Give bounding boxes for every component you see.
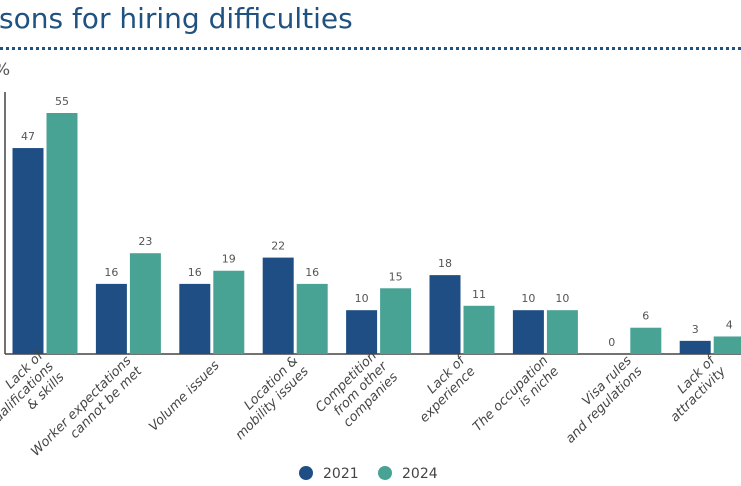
- data-label-2024-1: 23: [138, 235, 152, 248]
- category-label-6: The occupationis niche: [470, 353, 562, 445]
- bar-2024-5: [463, 305, 495, 354]
- bar-2024-4: [380, 288, 412, 354]
- category-label-2: Volume issues: [146, 358, 222, 434]
- data-label-2021-1: 16: [104, 266, 118, 279]
- category-label-7: Visa rulesand regulations: [552, 353, 645, 446]
- bar-2021-8: [679, 340, 711, 354]
- bar-2024-7: [630, 327, 662, 354]
- data-label-2021-2: 16: [188, 266, 202, 279]
- bar-2024-8: [713, 336, 741, 354]
- chart-title: sons for hiring difficulties: [0, 2, 353, 35]
- data-label-2024-5: 11: [472, 288, 486, 301]
- legend-label-2024: 2024: [402, 466, 438, 482]
- bar-2021-0: [12, 148, 44, 354]
- data-label-2021-3: 22: [271, 240, 285, 253]
- title-divider: [0, 47, 741, 50]
- bar-2021-6: [512, 310, 544, 354]
- bar-2021-5: [429, 275, 461, 354]
- bar-2024-0: [46, 113, 78, 354]
- bar-2021-1: [95, 283, 127, 354]
- bar-2021-2: [179, 283, 211, 354]
- legend-marker-2021: [299, 466, 313, 480]
- category-label-3: Location &mobility issues: [222, 353, 312, 443]
- bar-2024-3: [296, 283, 328, 354]
- legend-marker-2024: [378, 466, 392, 480]
- bar-2021-4: [346, 310, 378, 354]
- data-label-2021-6: 10: [521, 292, 535, 305]
- data-label-2021-7: 0: [608, 336, 615, 349]
- data-label-2024-6: 10: [555, 292, 569, 305]
- bar-2024-2: [213, 270, 245, 354]
- data-label-2024-4: 15: [389, 270, 403, 283]
- data-label-2024-8: 4: [726, 318, 733, 331]
- category-label-5: Lack ofexperience: [406, 352, 480, 426]
- data-label-2024-3: 16: [305, 266, 319, 279]
- data-label-2024-0: 55: [55, 95, 69, 108]
- data-label-2024-7: 6: [642, 310, 649, 323]
- data-label-2021-0: 47: [21, 130, 35, 143]
- data-label-2024-2: 19: [222, 253, 236, 266]
- y-axis-label: %: [0, 60, 10, 80]
- bar-2021-3: [262, 257, 294, 354]
- category-label-4: Competitionfrom othercompanies: [313, 348, 402, 437]
- bar-2024-6: [546, 310, 578, 354]
- data-label-2021-8: 3: [692, 323, 699, 336]
- category-label-8: Lack ofattractivity: [657, 352, 730, 425]
- data-label-2021-4: 10: [355, 292, 369, 305]
- legend-label-2021: 2021: [323, 466, 359, 482]
- data-label-2021-5: 18: [438, 257, 452, 270]
- bar-2024-1: [129, 253, 161, 354]
